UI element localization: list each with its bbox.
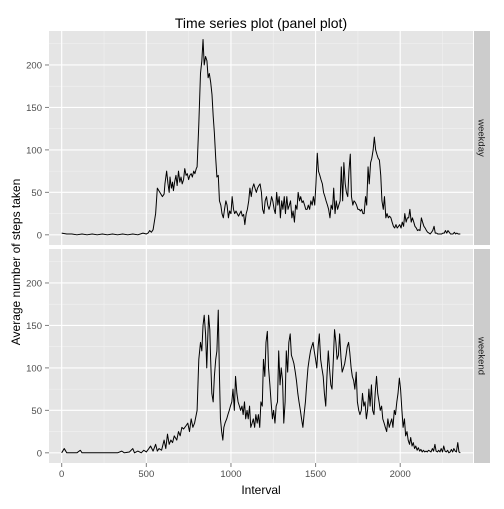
- x-tick-label: 500: [138, 469, 154, 480]
- y-tick-label: 50: [31, 188, 42, 199]
- panels: 0 50 100 150 200 weekday 0 50 100 150 200 weekend 0 5…: [26, 31, 490, 480]
- y-tick-label: 200: [26, 60, 42, 71]
- x-axis-label: Interval: [241, 483, 280, 497]
- y-tick-label: 50: [31, 406, 42, 417]
- strip-label: weekend: [476, 336, 487, 375]
- panel-background: [49, 249, 473, 463]
- panel-weekday: 0 50 100 150 200 weekday: [26, 31, 490, 245]
- series-line-weekend: [61, 309, 461, 454]
- y-tick-label: 0: [37, 230, 42, 241]
- strip-background: [474, 31, 490, 245]
- y-tick-label: 100: [26, 363, 42, 374]
- y-tick-label: 100: [26, 145, 42, 156]
- y-axis-label: Average number of steps taken: [9, 179, 23, 346]
- chart-title: Time series plot (panel plot): [175, 15, 347, 31]
- y-tick-label: 150: [26, 103, 42, 114]
- x-tick-label: 0: [59, 469, 64, 480]
- x-tick-label: 1500: [305, 469, 326, 480]
- x-tick-label: 1000: [220, 469, 241, 480]
- x-tick-label: 2000: [390, 469, 411, 480]
- y-tick-label: 150: [26, 321, 42, 332]
- y-tick-label: 200: [26, 278, 42, 289]
- y-tick-label: 0: [37, 448, 42, 459]
- series-line-weekday: [61, 38, 461, 236]
- panel-weekend: 0 50 100 150 200 weekend: [26, 249, 490, 463]
- panel-background: [49, 31, 473, 245]
- strip-background: [474, 249, 490, 463]
- strip-label: weekday: [476, 118, 487, 157]
